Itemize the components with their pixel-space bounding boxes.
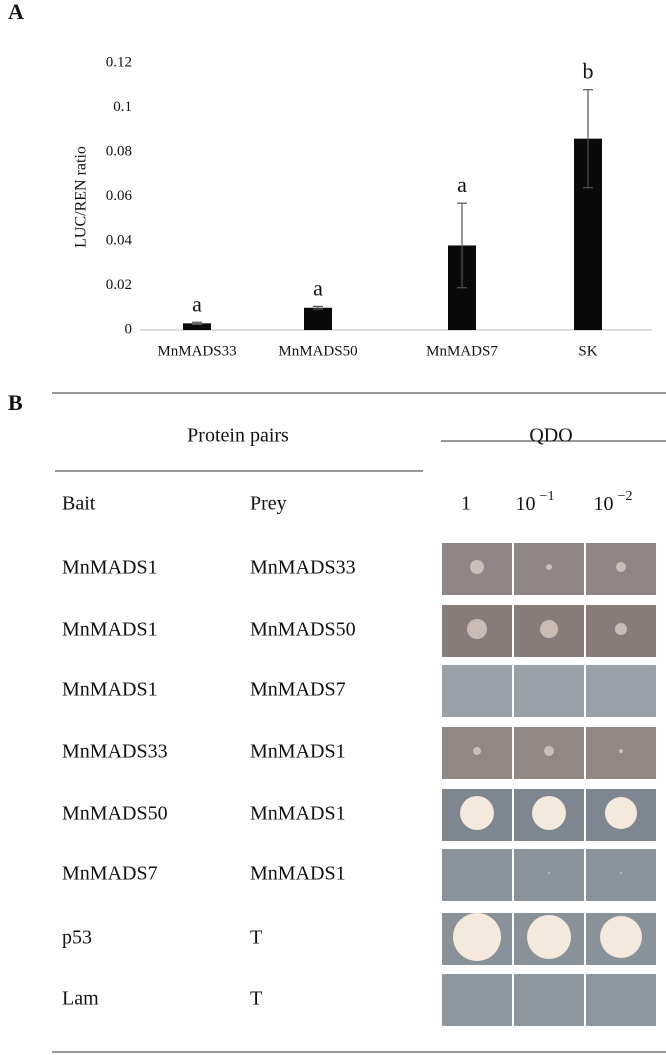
colony-plate — [442, 543, 656, 595]
colony-plate — [442, 913, 656, 965]
significance-letter: a — [192, 291, 202, 316]
plate-cell — [586, 665, 656, 717]
y-tick-label: 0.1 — [113, 99, 132, 115]
error-bar — [313, 305, 323, 310]
colony — [453, 913, 501, 961]
table-cell: MnMADS1 — [250, 741, 346, 763]
y-tick-label: 0.02 — [106, 277, 132, 293]
significance-letter: a — [313, 275, 323, 300]
colony-plate — [442, 605, 656, 657]
error-bar — [457, 202, 467, 289]
colony-plate — [442, 789, 656, 841]
table-cell: MnMADS7 — [250, 679, 346, 701]
plate-cell — [514, 974, 584, 1026]
bar — [183, 323, 211, 330]
x-tick-label: SK — [578, 343, 597, 359]
column-header: Prey — [250, 493, 287, 515]
colony — [615, 623, 627, 635]
x-tick-label: MnMADS33 — [157, 343, 236, 359]
base: 10 — [594, 493, 614, 515]
colony-plate — [442, 849, 656, 901]
colony — [527, 915, 571, 959]
y-tick-label: 0 — [125, 321, 133, 337]
y-tick-label: 0.04 — [106, 232, 133, 248]
table-cell: MnMADS1 — [250, 803, 346, 825]
colony — [540, 620, 558, 638]
table-cell: MnMADS1 — [62, 557, 158, 579]
table-cell: p53 — [62, 927, 92, 949]
base: 10 — [516, 493, 536, 515]
significance-letter: a — [457, 172, 467, 197]
column-header: 1 — [461, 493, 471, 515]
superscript: −1 — [540, 489, 555, 504]
table-cell: T — [250, 988, 262, 1010]
table-cell: MnMADS1 — [62, 619, 158, 641]
table-header: Protein pairs — [187, 425, 289, 447]
plate-cell — [586, 974, 656, 1026]
colony — [620, 872, 622, 874]
plate-cell — [442, 974, 512, 1026]
column-header: 10 −1 — [516, 489, 555, 514]
superscript: −2 — [618, 489, 633, 504]
table-cell: MnMADS1 — [62, 679, 158, 701]
x-tick-label: MnMADS50 — [278, 343, 357, 359]
colony — [473, 747, 481, 755]
colony — [616, 562, 626, 572]
colony — [619, 749, 623, 753]
colony — [470, 560, 484, 574]
colony — [460, 796, 494, 830]
colony — [467, 619, 487, 639]
significance-letter: b — [583, 59, 594, 84]
plate-cell — [514, 665, 584, 717]
table-cell: MnMADS33 — [62, 741, 168, 763]
y-tick-label: 0.08 — [106, 143, 132, 159]
table-cell: MnMADS50 — [250, 619, 356, 641]
colony — [546, 564, 552, 570]
colony-plate — [442, 665, 656, 717]
column-header: 10 −2 — [594, 489, 633, 514]
table-cell: Lam — [62, 988, 99, 1010]
panel-label: B — [8, 390, 23, 415]
y-tick-label: 0.12 — [106, 54, 132, 70]
colony-plate — [442, 974, 656, 1026]
colony — [600, 916, 642, 958]
table-cell: MnMADS33 — [250, 557, 356, 579]
y-tick-label: 0.06 — [106, 188, 133, 204]
error-bar — [583, 89, 593, 189]
colony — [548, 872, 550, 874]
colony-plate — [442, 727, 656, 779]
colony — [532, 796, 566, 830]
y-axis-label: LUC/REN ratio — [73, 146, 90, 248]
plate-cell — [586, 849, 656, 901]
table-cell: MnMADS1 — [250, 863, 346, 885]
bar — [304, 307, 332, 330]
error-bar — [192, 321, 202, 326]
plate-cell — [514, 849, 584, 901]
table-cell: MnMADS50 — [62, 803, 168, 825]
table-cell: MnMADS7 — [62, 863, 158, 885]
panel-label: A — [8, 0, 24, 24]
plate-cell — [442, 665, 512, 717]
plate-cell — [442, 849, 512, 901]
colony — [544, 746, 554, 756]
table-cell: T — [250, 927, 262, 949]
column-header: Bait — [62, 493, 96, 515]
table-header: QDO — [529, 425, 572, 447]
x-tick-label: MnMADS7 — [426, 343, 498, 359]
colony — [605, 797, 637, 829]
